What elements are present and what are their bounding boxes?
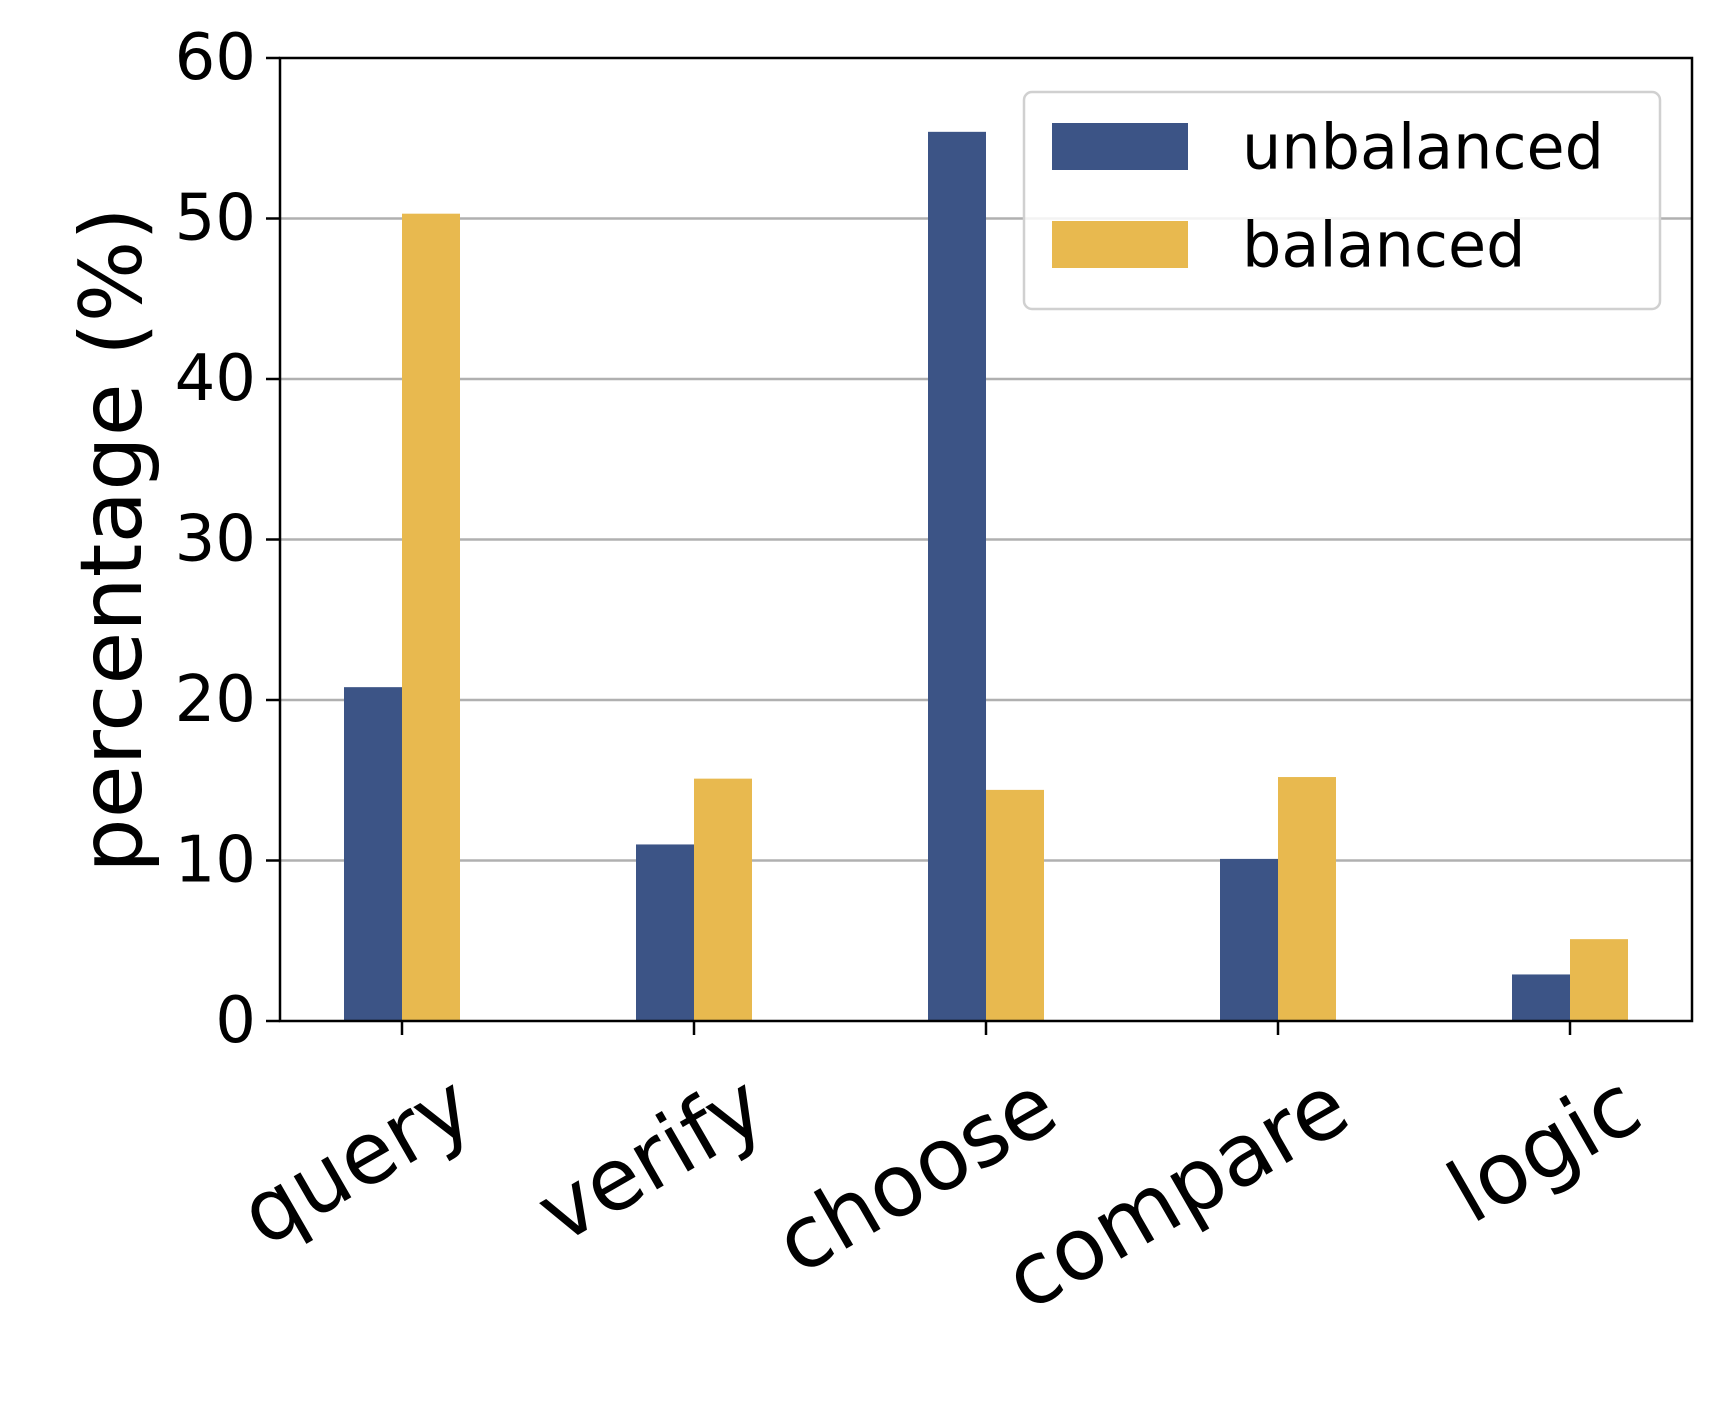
legend-label-balanced: balanced <box>1242 209 1525 282</box>
bar-balanced-compare <box>1278 777 1336 1021</box>
legend-items: unbalanced balanced <box>1052 111 1604 282</box>
bar-balanced-logic <box>1570 939 1628 1021</box>
bar-unbalanced-choose <box>928 131 986 1021</box>
x-tick-label: query <box>224 1055 489 1266</box>
y-axis: 0 10 20 30 40 50 60 <box>175 21 280 1058</box>
y-axis-label: percentage (%) <box>62 207 162 873</box>
bar-balanced-verify <box>694 778 752 1021</box>
bars <box>344 131 1628 1021</box>
legend-swatch-balanced <box>1052 221 1188 268</box>
y-tick-label: 10 <box>175 824 256 898</box>
y-tick-label: 20 <box>175 663 256 737</box>
y-tick-label: 50 <box>175 182 256 256</box>
bar-unbalanced-compare <box>1220 858 1278 1021</box>
x-tick-label: verify <box>521 1055 781 1263</box>
bar-unbalanced-verify <box>636 844 694 1021</box>
bar-balanced-choose <box>986 789 1044 1021</box>
y-tick-label: 0 <box>215 984 256 1058</box>
legend: unbalanced balanced <box>1022 90 1662 311</box>
y-tick-label: 30 <box>175 503 256 577</box>
y-tick-label: 60 <box>175 21 256 95</box>
bar-unbalanced-logic <box>1512 974 1570 1021</box>
x-tick-label: logic <box>1432 1055 1657 1243</box>
y-tick-label: 40 <box>175 342 256 416</box>
legend-label-unbalanced: unbalanced <box>1242 111 1604 184</box>
bar-unbalanced-query <box>344 687 402 1021</box>
legend-swatch-unbalanced <box>1052 123 1188 170</box>
bar-balanced-query <box>402 213 460 1021</box>
